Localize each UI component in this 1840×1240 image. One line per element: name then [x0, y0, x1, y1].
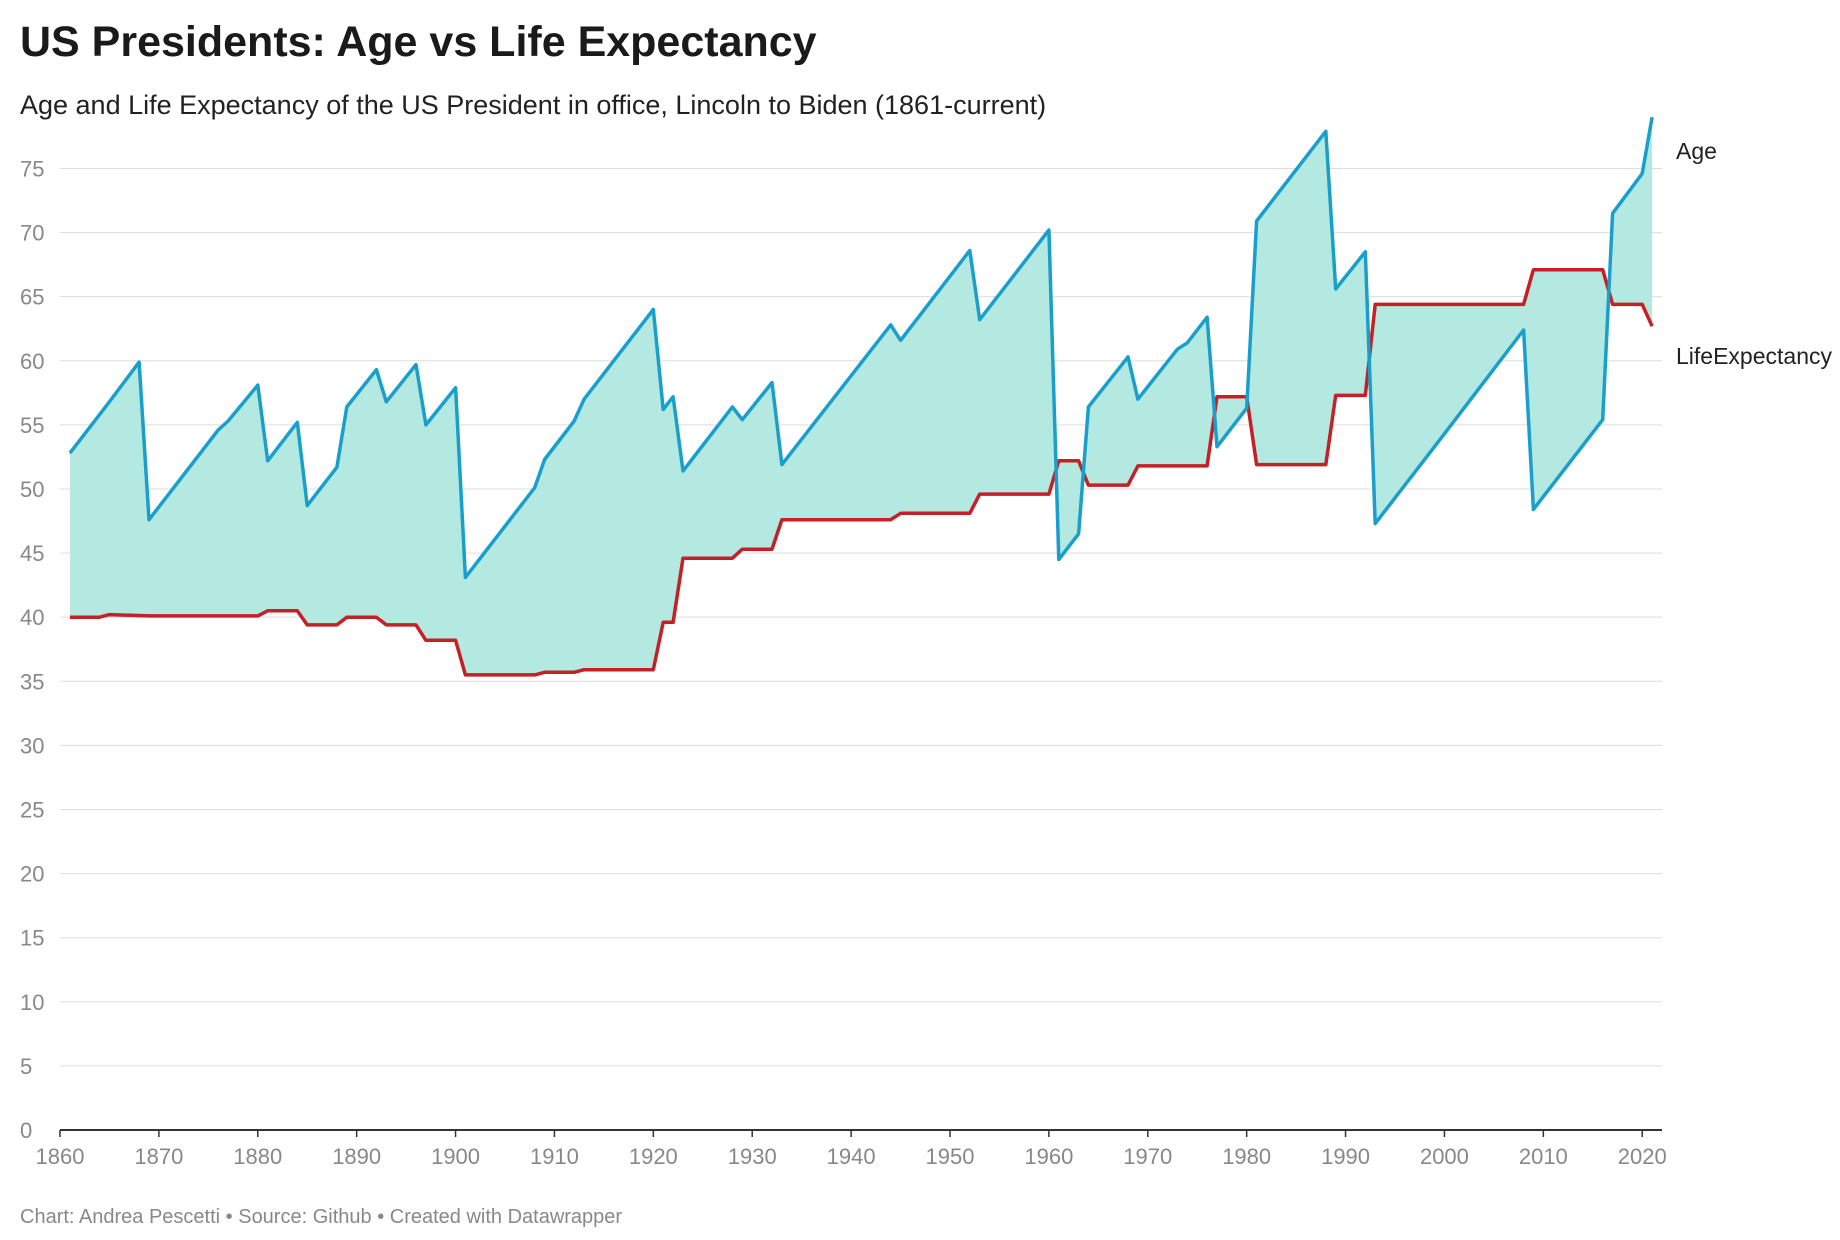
- y-tick-label: 65: [20, 285, 44, 310]
- series-line-age: [68, 116, 1654, 580]
- chart-title: US Presidents: Age vs Life Expectancy: [20, 18, 817, 66]
- x-tick-label: 1980: [1222, 1144, 1271, 1169]
- y-tick-label: 50: [20, 477, 44, 502]
- x-tick-label: 1940: [827, 1144, 876, 1169]
- x-tick-label: 1900: [431, 1144, 480, 1169]
- chart-footer: Chart: Andrea Pescetti • Source: Github …: [20, 1206, 623, 1228]
- y-tick-label: 10: [20, 990, 44, 1015]
- x-tick-label: 2010: [1519, 1144, 1568, 1169]
- y-tick-label: 60: [20, 349, 44, 374]
- x-tick-label: 2000: [1420, 1144, 1469, 1169]
- y-tick-label: 0: [20, 1118, 32, 1143]
- x-tick-label: 1860: [36, 1144, 85, 1169]
- y-tick-label: 55: [20, 413, 44, 438]
- x-tick-label: 1880: [233, 1144, 282, 1169]
- y-tick-label: 35: [20, 669, 44, 694]
- x-tick-label: 1890: [332, 1144, 381, 1169]
- series-labels: Age LifeExpectancy: [1676, 138, 1832, 369]
- y-tick-label: 30: [20, 733, 44, 758]
- x-tick-label: 1870: [134, 1144, 183, 1169]
- difference-fill: [69, 117, 1653, 675]
- y-tick-label: 45: [20, 541, 44, 566]
- x-tick-label: 1990: [1321, 1144, 1370, 1169]
- x-tick-label: 1950: [926, 1144, 975, 1169]
- chart-subtitle: Age and Life Expectancy of the US Presid…: [20, 90, 1047, 120]
- x-tick-label: 2020: [1618, 1144, 1667, 1169]
- y-tick-label: 15: [20, 926, 44, 951]
- axes: 0 5 10 15 20 25 30 35 40 45 50 55 60 65 70 75 1860 1870 18…: [20, 156, 1667, 1169]
- y-tick-label: 25: [20, 797, 44, 822]
- series-label-lifeexpectancy: LifeExpectancy: [1676, 343, 1832, 369]
- x-tick-label: 1920: [629, 1144, 678, 1169]
- series-lines: [68, 116, 1654, 677]
- x-tick-label: 1930: [728, 1144, 777, 1169]
- y-tick-label: 20: [20, 862, 44, 887]
- y-tick-label: 70: [20, 221, 44, 246]
- series-line-lifeexpectancy: [69, 267, 1654, 677]
- series-label-age: Age: [1676, 138, 1717, 164]
- age-life-gap-area: [69, 117, 1653, 675]
- x-tick-label: 1970: [1123, 1144, 1172, 1169]
- y-tick-label: 75: [20, 156, 44, 181]
- x-tick-label: 1960: [1024, 1144, 1073, 1169]
- x-tick-label: 1910: [530, 1144, 579, 1169]
- y-tick-label: 40: [20, 605, 44, 630]
- y-tick-label: 5: [20, 1054, 32, 1079]
